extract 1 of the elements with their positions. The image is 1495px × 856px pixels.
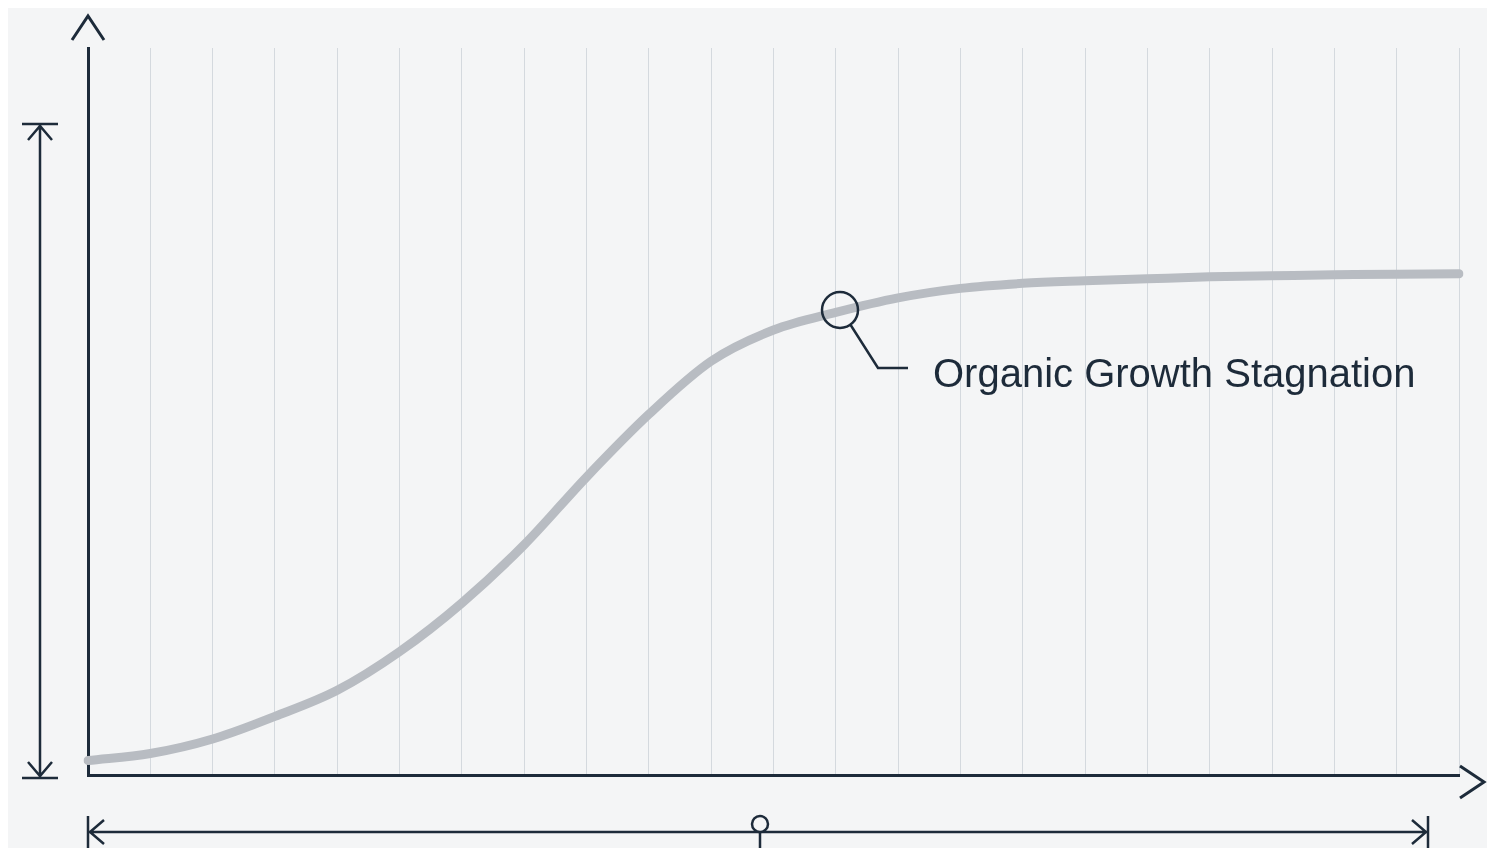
annotation: Organic Growth Stagnation [933, 351, 1416, 396]
